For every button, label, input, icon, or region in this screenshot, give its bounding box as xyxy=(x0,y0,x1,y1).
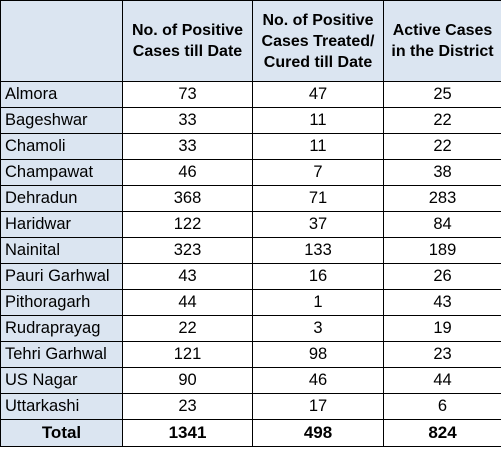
district-name: Almora xyxy=(0,81,123,108)
cured-count: 11 xyxy=(252,107,384,134)
table-footer: Total 1341 498 824 xyxy=(0,419,501,447)
cured-count: 17 xyxy=(252,393,384,420)
positive-count: 90 xyxy=(122,367,253,394)
active-count: 6 xyxy=(383,393,501,420)
covid-district-table: No. of Positive Cases till Date No. of P… xyxy=(0,0,501,447)
positive-count: 23 xyxy=(122,393,253,420)
cured-count: 47 xyxy=(252,81,384,108)
table-row: Dehradun 368 71 283 xyxy=(0,185,501,212)
total-label: Total xyxy=(0,419,123,447)
active-count: 25 xyxy=(383,81,501,108)
header-cured-cases: No. of Positive Cases Treated/ Cured til… xyxy=(252,0,384,82)
table-row: US Nagar 90 46 44 xyxy=(0,367,501,394)
total-cured: 498 xyxy=(252,419,384,447)
cured-count: 46 xyxy=(252,367,384,394)
table-row: Pithoragarh 44 1 43 xyxy=(0,289,501,316)
header-text-line: No. of Positive xyxy=(262,11,374,29)
active-count: 22 xyxy=(383,133,501,160)
header-active-cases: Active Cases in the District xyxy=(383,0,501,82)
active-count: 26 xyxy=(383,263,501,290)
table-row: Champawat 46 7 38 xyxy=(0,159,501,186)
positive-count: 46 xyxy=(122,159,253,186)
header-text-line: No. of Positive xyxy=(131,22,244,39)
table-row: Pauri Garhwal 43 16 26 xyxy=(0,263,501,290)
header-text-line: in the District xyxy=(391,43,494,60)
active-count: 84 xyxy=(383,211,501,238)
district-name: Champawat xyxy=(0,159,123,186)
positive-count: 22 xyxy=(122,315,253,342)
total-positive: 1341 xyxy=(122,419,253,447)
district-name: Bageshwar xyxy=(0,107,123,134)
positive-count: 122 xyxy=(122,211,253,238)
district-name: Pauri Garhwal xyxy=(0,263,123,290)
cured-count: 3 xyxy=(252,315,384,342)
total-active: 824 xyxy=(383,419,501,447)
active-count: 38 xyxy=(383,159,501,186)
table-row: Nainital 323 133 189 xyxy=(0,237,501,264)
total-row: Total 1341 498 824 xyxy=(0,419,501,447)
header-corner-cell xyxy=(0,0,123,82)
cured-count: 37 xyxy=(252,211,384,238)
active-count: 44 xyxy=(383,367,501,394)
header-row: No. of Positive Cases till Date No. of P… xyxy=(0,0,501,82)
positive-count: 33 xyxy=(122,107,253,134)
positive-count: 33 xyxy=(122,133,253,160)
district-name: Chamoli xyxy=(0,133,123,160)
district-name: Tehri Garhwal xyxy=(0,341,123,368)
cured-count: 16 xyxy=(252,263,384,290)
active-count: 22 xyxy=(383,107,501,134)
table-row: Chamoli 33 11 22 xyxy=(0,133,501,160)
district-name: Uttarkashi xyxy=(0,393,123,420)
cured-count: 11 xyxy=(252,133,384,160)
positive-count: 323 xyxy=(122,237,253,264)
table-row: Tehri Garhwal 121 98 23 xyxy=(0,341,501,368)
positive-count: 43 xyxy=(122,263,253,290)
active-count: 23 xyxy=(383,341,501,368)
header-text-line: Active Cases xyxy=(392,22,493,39)
table-row: Rudraprayag 22 3 19 xyxy=(0,315,501,342)
positive-count: 368 xyxy=(122,185,253,212)
cured-count: 71 xyxy=(252,185,384,212)
active-count: 283 xyxy=(383,185,501,212)
active-count: 19 xyxy=(383,315,501,342)
table-row: Almora 73 47 25 xyxy=(0,81,501,108)
table-header: No. of Positive Cases till Date No. of P… xyxy=(0,0,501,82)
cured-count: 98 xyxy=(252,341,384,368)
positive-count: 73 xyxy=(122,81,253,108)
active-count: 43 xyxy=(383,289,501,316)
active-count: 189 xyxy=(383,237,501,264)
district-name: US Nagar xyxy=(0,367,123,394)
header-text-line: Cases till Date xyxy=(132,43,243,60)
header-text-line: Cured till Date xyxy=(263,53,373,71)
positive-count: 44 xyxy=(122,289,253,316)
district-name: Dehradun xyxy=(0,185,123,212)
district-name: Haridwar xyxy=(0,211,123,238)
table-row: Bageshwar 33 11 22 xyxy=(0,107,501,134)
table-body: Almora 73 47 25 Bageshwar 33 11 22 Chamo… xyxy=(0,81,501,420)
cured-count: 133 xyxy=(252,237,384,264)
district-name: Pithoragarh xyxy=(0,289,123,316)
district-name: Rudraprayag xyxy=(0,315,123,342)
district-name: Nainital xyxy=(0,237,123,264)
header-text-line: Cases Treated/ xyxy=(261,32,375,50)
cured-count: 7 xyxy=(252,159,384,186)
table-row: Haridwar 122 37 84 xyxy=(0,211,501,238)
table-row: Uttarkashi 23 17 6 xyxy=(0,393,501,420)
cured-count: 1 xyxy=(252,289,384,316)
header-positive-cases: No. of Positive Cases till Date xyxy=(122,0,253,82)
positive-count: 121 xyxy=(122,341,253,368)
